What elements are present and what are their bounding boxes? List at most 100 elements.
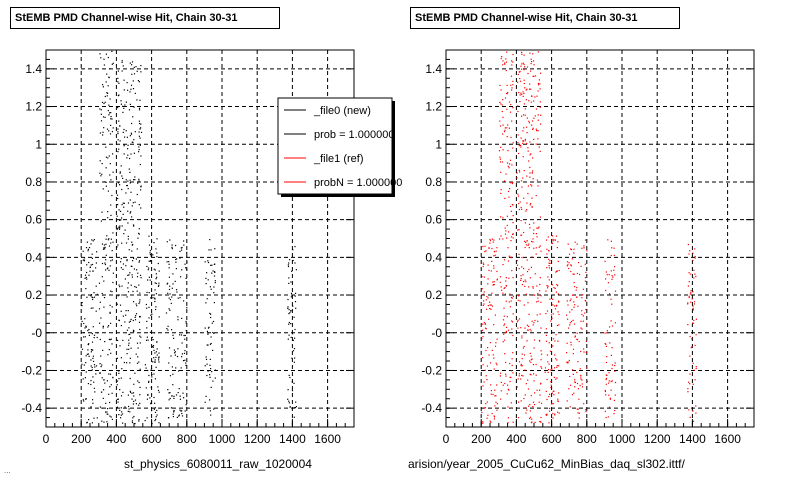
data-point [118,228,121,230]
data-point [525,383,527,385]
data-point [539,150,541,152]
data-point [535,195,537,197]
data-point [119,286,121,288]
data-point [288,262,290,264]
data-point [528,268,530,271]
data-point [181,246,183,249]
data-point [507,124,509,126]
data-point [287,298,289,301]
data-point [98,282,101,284]
data-point [549,260,551,262]
data-point [181,410,183,412]
data-point [183,334,185,337]
data-point [152,339,154,341]
data-point [124,229,126,231]
data-point [482,336,484,338]
data-point [206,272,208,274]
data-point [577,305,579,307]
data-point [171,287,173,289]
data-point [123,233,125,235]
data-point [482,421,484,423]
data-point [136,193,138,196]
data-point [525,99,527,101]
data-point [546,310,549,312]
data-point [521,186,523,188]
data-point [536,95,538,97]
data-point [176,416,178,418]
data-point [91,253,93,255]
data-point [505,230,507,232]
data-point [610,240,612,242]
data-point [511,297,513,299]
data-point [82,250,84,252]
data-point [529,172,531,174]
data-point [576,332,578,334]
data-point [553,338,555,340]
data-point [502,133,504,135]
data-point [93,364,96,366]
data-point [502,60,504,62]
data-point [166,328,168,330]
data-point [110,204,112,206]
data-point [573,323,576,325]
data-point [511,120,513,122]
data-point [547,285,549,287]
data-point [139,402,141,404]
legend-box [277,97,393,195]
data-point [581,386,583,388]
data-point [87,353,89,355]
data-point [147,269,149,271]
data-point [94,391,96,393]
data-point [522,177,524,179]
data-point [152,346,154,348]
data-point [530,70,532,72]
data-point [108,325,110,327]
data-point [99,301,101,303]
data-point [144,420,146,422]
data-point [90,406,92,408]
data-point [505,361,507,364]
data-point [687,324,689,326]
data-point [486,379,488,381]
data-point [521,115,523,117]
data-point [171,296,173,298]
data-point [84,336,86,338]
data-point [534,421,536,423]
data-point [689,355,691,357]
data-point [90,359,92,361]
x-tick-label: 800 [177,432,197,446]
data-point [516,321,519,323]
data-point [168,267,170,269]
data-point [530,58,532,60]
data-point [133,139,135,141]
data-point [506,316,508,318]
data-point [110,322,112,324]
data-point [526,271,529,273]
data-point [525,210,527,212]
data-point [511,89,513,91]
data-point [140,189,142,191]
data-point [168,261,170,263]
data-point [529,166,531,169]
data-point [288,323,290,325]
data-point [81,348,84,350]
data-point [213,302,215,304]
data-point [133,225,135,227]
data-point [138,404,140,406]
data-point [493,284,495,286]
data-point [556,359,558,361]
data-point [531,185,533,187]
data-point [118,82,120,84]
data-point [104,341,106,343]
data-point [500,390,502,392]
data-point [488,354,490,356]
data-point [92,240,94,242]
data-point [100,355,102,357]
data-point [118,370,120,372]
data-point [500,235,502,237]
data-point [129,135,131,137]
data-point [127,180,129,182]
data-point [169,299,171,301]
data-point [502,217,504,219]
data-point [572,373,574,375]
